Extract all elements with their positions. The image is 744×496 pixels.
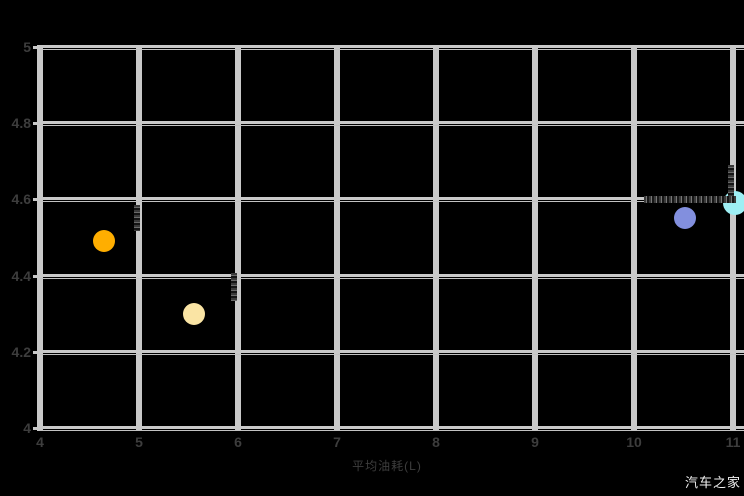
y-tick-label: 4 — [23, 420, 31, 436]
x-gridline — [334, 45, 340, 431]
y-gridline — [40, 197, 744, 204]
y-tick-mark — [33, 427, 38, 430]
x-gridline — [532, 45, 538, 431]
x-tick-label: 9 — [531, 434, 539, 450]
y-gridline — [40, 349, 744, 356]
x-gridline — [37, 45, 43, 431]
illegible-point-label — [134, 205, 141, 232]
data-point-2[interactable] — [183, 302, 206, 325]
x-gridline — [433, 45, 439, 431]
x-tick-label: 8 — [432, 434, 440, 450]
x-gridline — [631, 45, 637, 431]
y-tick-label: 4.6 — [11, 191, 31, 208]
watermark-autohome: 汽车之家 — [684, 475, 741, 490]
x-tick-label: 7 — [333, 434, 341, 450]
y-tick-mark — [33, 350, 38, 354]
x-tick-label: 5 — [135, 434, 143, 450]
y-gridline — [40, 121, 744, 128]
illegible-point-label — [231, 273, 238, 302]
y-gridline — [40, 426, 744, 432]
x-tick-label: 10 — [626, 434, 642, 450]
y-tick-label: 5 — [23, 39, 31, 55]
y-tick-label: 4.8 — [11, 115, 31, 132]
y-tick-mark — [33, 122, 38, 126]
x-gridline — [235, 45, 241, 431]
y-tick-mark — [33, 46, 38, 49]
x-axis-title: 平均油耗(L) — [352, 459, 422, 473]
y-tick-label: 4.4 — [11, 267, 31, 284]
data-point-3[interactable] — [674, 207, 697, 230]
x-tick-label: 6 — [234, 434, 242, 450]
data-point-1[interactable] — [93, 230, 116, 253]
illegible-point-label — [728, 165, 735, 204]
y-tick-label: 4.2 — [11, 343, 31, 360]
y-gridline — [40, 45, 744, 51]
y-tick-mark — [33, 274, 38, 278]
illegible-point-label — [644, 196, 737, 204]
y-tick-mark — [33, 198, 38, 202]
x-gridline — [730, 45, 736, 431]
y-gridline — [40, 273, 744, 280]
x-gridline — [136, 45, 142, 431]
x-tick-label: 4 — [36, 434, 44, 450]
x-tick-label: 11 — [725, 434, 741, 450]
